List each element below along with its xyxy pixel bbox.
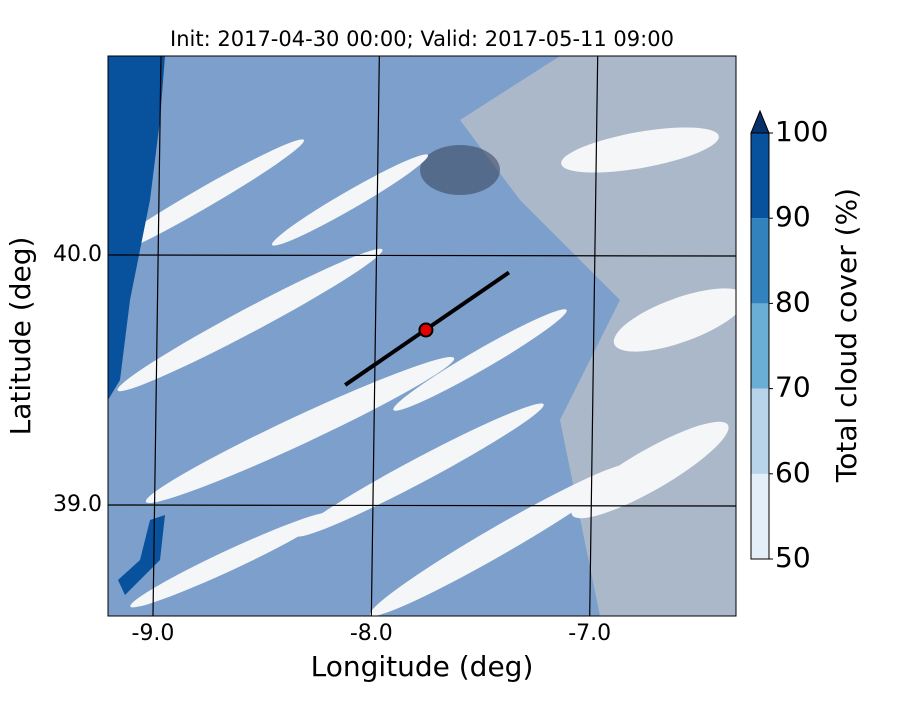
grid-line xyxy=(107,504,737,507)
marker xyxy=(418,322,434,338)
colorbar-tick-label: 100 xyxy=(775,115,828,148)
colorbar-frame xyxy=(750,132,770,560)
colorbar-tick-label: 60 xyxy=(775,456,811,489)
map-field xyxy=(108,56,736,616)
colorbar-bin xyxy=(751,133,769,219)
x-tick-label: -9.0 xyxy=(132,621,175,646)
colorbar-tick-label: 80 xyxy=(775,285,811,318)
colorbar-bin xyxy=(751,218,769,304)
x-tick-label: -7.0 xyxy=(568,621,611,646)
terrain-shade xyxy=(420,145,500,195)
grid-line xyxy=(589,55,599,617)
grid-line xyxy=(370,55,380,617)
colorbar-bin xyxy=(751,473,769,559)
colorbar-tick-label: 50 xyxy=(775,541,811,574)
chart-title: Init: 2017-04-30 00:00; Valid: 2017-05-1… xyxy=(170,27,674,51)
y-tick-label: 39.0 xyxy=(53,492,102,517)
ocean xyxy=(108,56,165,400)
colorbar-tick-label: 70 xyxy=(775,371,811,404)
estuary xyxy=(118,515,165,595)
grid-line xyxy=(107,254,737,257)
clear-streaks xyxy=(108,127,736,616)
map-frame xyxy=(107,55,737,617)
colorbar-bin xyxy=(751,388,769,474)
y-axis-label: Latitude (deg) xyxy=(4,237,37,436)
colorbar-extend xyxy=(750,109,770,134)
colorbar-label: Total cloud cover (%) xyxy=(830,188,863,483)
colorbar-tick-label: 90 xyxy=(775,200,811,233)
x-axis-label: Longitude (deg) xyxy=(311,650,534,683)
x-tick-label: -8.0 xyxy=(350,621,393,646)
colorbar-bin xyxy=(751,303,769,389)
y-tick-label: 40.0 xyxy=(53,242,102,267)
grid-line xyxy=(152,55,162,617)
